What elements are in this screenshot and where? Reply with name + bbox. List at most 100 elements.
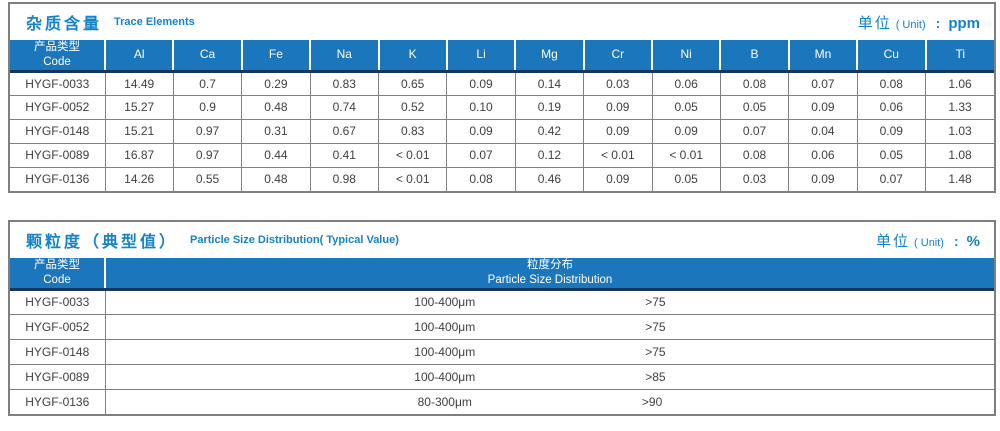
particle-size-table: 产品类型 Code 粒度分布 Particle Size Distributio… [10,258,994,414]
value-cell: 0.05 [651,166,721,191]
table-row: HYGF-0136 14.26 0.55 0.48 0.98 < 0.01 0.08 0.46… [10,166,994,191]
value-cell: 0.9 [172,94,243,120]
column-header-na: Na [309,40,379,73]
value-cell: 0.46 [514,166,585,191]
value-cell: 15.27 [104,94,174,120]
distribution-cell: 100-400μm >75 [104,338,995,365]
product-code: HYGF-0136 [10,166,106,191]
trace-title-cn: 杂质含量 [26,16,103,33]
unit-label-cn: 单位 [857,14,892,32]
particle-size-table-body: HYGF-0033 100-400μm >75 HYGF-0052 100-400μm >… [10,288,995,414]
table-row: HYGF-0089 100-400μm >85 [10,363,995,390]
value-cell: 0.31 [241,118,311,144]
column-header-code: 产品类型 Code [10,258,105,291]
unit-value: ppm [948,14,980,32]
product-code: HYGF-0089 [10,142,106,168]
table-row: HYGF-0148 15.21 0.97 0.31 0.67 0.83 0.09 0.42 0.… [10,118,994,144]
value-cell: 0.44 [241,142,311,168]
value-cell: 0.08 [719,70,790,96]
distribution-cell: 100-400μm >75 [104,288,995,315]
size-range: 100-400μm [414,295,476,309]
product-code: HYGF-0033 [10,288,106,315]
particle-size-section: 颗粒度（典型值） Particle Size Distribution( Typ… [8,220,996,416]
value-cell: 0.41 [309,142,380,168]
value-cell: 1.33 [925,94,994,120]
product-code: HYGF-0136 [10,388,106,414]
value-cell: 15.21 [104,118,174,144]
value-cell: 0.48 [241,94,311,120]
trace-elements-table: 产品类型 Code Al Ca Fe Na K Li Mg Cr Ni B Mn Cu Ti HYGF-… [10,40,994,191]
size-range: 100-400μm [414,369,476,384]
value-cell: 0.10 [446,94,516,120]
value-cell: 0.14 [514,70,585,96]
unit-label-en: ( Unit) [914,236,944,249]
value-cell: 14.26 [104,166,174,191]
distribution-cell-inner: 100-400μm >75 [106,320,995,334]
percentage-value: >75 [645,319,666,334]
value-cell: 1.06 [925,70,994,96]
value-cell: 0.52 [377,94,448,120]
code-header-en: Code [43,273,71,286]
table-row: HYGF-0033 14.49 0.7 0.29 0.83 0.65 0.09 0.14 0.0… [10,70,994,96]
table-row: HYGF-0136 80-300μm >90 [10,388,994,414]
value-cell: 0.08 [856,70,927,96]
trace-unit-group: 单位 ( Unit) : ppm [858,12,980,33]
table-row: HYGF-0052 100-400μm >75 [10,313,995,340]
value-cell: 0.09 [446,70,516,96]
product-code: HYGF-0089 [10,363,106,390]
trace-header-row: 产品类型 Code Al Ca Fe Na K Li Mg Cr Ni B Mn Cu Ti [10,40,994,73]
value-cell: 0.97 [172,142,243,168]
column-header-cu: Cu [856,40,926,73]
distribution-cell-inner: 100-400μm >75 [106,345,995,359]
distribution-cell-inner: 100-400μm >75 [106,295,995,309]
trace-elements-section: 杂质含量 Trace Elements 单位 ( Unit) : ppm 产品类… [8,2,996,193]
value-cell: 1.08 [925,142,994,168]
psd-header-row: 产品类型 Code 粒度分布 Particle Size Distributio… [10,258,994,291]
value-cell: 0.7 [172,70,243,96]
value-cell: 0.74 [309,94,380,120]
distribution-cell-inner: 100-400μm >85 [106,370,995,384]
trace-table-body: HYGF-0033 14.49 0.7 0.29 0.83 0.65 0.09 0.14 0.0… [10,70,994,191]
value-cell: 0.12 [514,142,585,168]
value-cell: 0.09 [856,118,927,144]
unit-label-en: ( Unit) [895,18,926,31]
value-cell: 0.06 [856,94,927,120]
value-cell: 0.09 [788,166,858,191]
value-cell: 0.48 [241,166,311,191]
value-cell: 0.55 [172,166,243,191]
value-cell: 0.09 [583,94,653,120]
psd-title-cn: 颗粒度（典型值） [26,234,179,251]
column-header-mg: Mg [514,40,584,73]
value-cell: 0.65 [377,70,448,96]
value-cell: 0.05 [651,94,721,120]
size-range: 80-300μm [417,394,472,409]
code-header-cn: 产品类型 [34,259,80,272]
size-range: 100-400μm [414,319,476,334]
column-header-ti: Ti [924,40,994,73]
value-cell: 0.09 [583,118,653,144]
value-cell: < 0.01 [651,142,721,168]
value-cell: 0.07 [446,142,516,168]
column-header-fe: Fe [240,40,311,73]
value-cell: 0.07 [788,70,858,96]
column-header-b: B [719,40,789,73]
column-header-al: Al [103,40,174,73]
value-cell: 0.09 [446,118,516,144]
psd-title-en: Particle Size Distribution( Typical Valu… [190,234,399,246]
percentage-value: >75 [645,344,666,359]
distribution-header-cn: 粒度分布 [527,259,573,272]
unit-colon: : [953,232,959,249]
product-code: HYGF-0033 [10,70,106,96]
table-row: HYGF-0052 15.27 0.9 0.48 0.74 0.52 0.10 0.19 0.0… [10,94,994,120]
value-cell: 0.03 [719,166,790,191]
value-cell: 0.06 [788,142,858,168]
product-code: HYGF-0148 [10,118,106,144]
value-cell: < 0.01 [377,166,448,191]
distribution-header-en: Particle Size Distribution [487,273,613,286]
unit-colon: : [935,14,941,31]
value-cell: 0.05 [719,94,790,120]
size-range: 100-400μm [414,344,476,359]
value-cell: 0.83 [377,118,448,144]
value-cell: 0.09 [788,94,858,120]
distribution-cell: 100-400μm >85 [104,363,995,390]
